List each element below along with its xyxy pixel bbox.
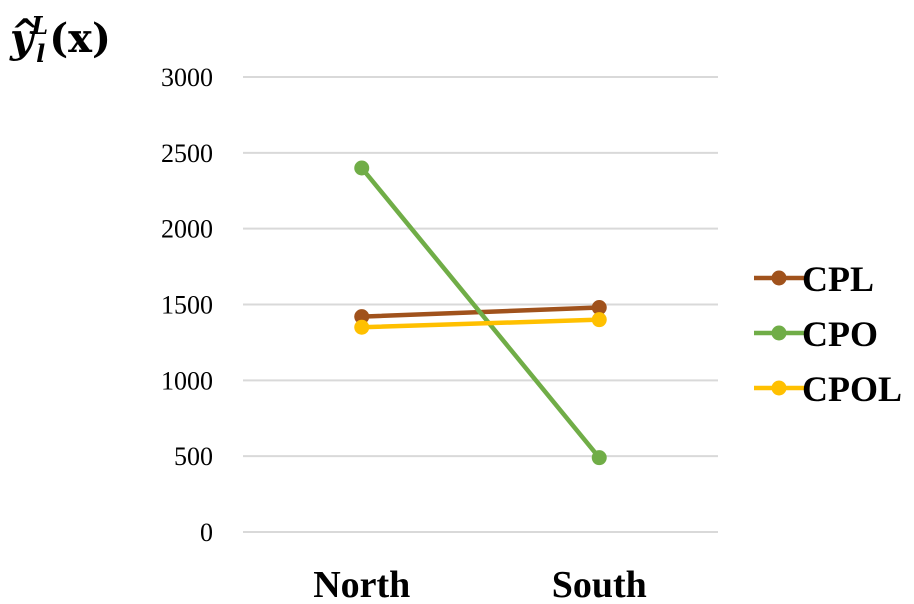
y-axis-title-hat: ^ [11,12,40,52]
y-axis-title-base: ^ y [10,15,40,59]
legend-marker-cpol [771,380,787,396]
y-tick-label-2000: 2000 [161,215,213,244]
legend-marker-cpo [771,325,787,341]
legend: CPL CPO CPOL [754,259,902,409]
y-tick-label-1500: 1500 [161,291,213,320]
series-group [354,160,607,466]
y-tick-label-500: 500 [174,442,213,471]
y-tick-label-2500: 2500 [161,139,213,168]
legend-item-cpl: CPL [754,259,874,299]
series-cpo [354,160,607,466]
y-axis-title-superscript: L [31,11,49,40]
data-point-cpo-north [354,160,370,176]
data-point-cpol-south [591,312,607,328]
y-axis-title-subscript: l [36,39,46,68]
y-tick-label-1000: 1000 [161,366,213,395]
legend-marker-cpl [771,270,787,286]
series-line-cpo [359,165,602,460]
legend-label-cpo: CPO [802,314,878,354]
legend-item-cpol: CPOL [754,369,902,409]
legend-label-cpl: CPL [802,259,874,299]
data-point-cpo-south [591,450,607,466]
x-tick-label-north: North [313,564,410,604]
y-axis-ticks: 0 500 1000 1500 2000 2500 3000 [161,63,213,547]
y-axis-title-argument: (x) [49,15,111,62]
legend-item-cpo: CPO [754,314,878,354]
y-tick-label-3000: 3000 [161,63,213,92]
series-line-cpol [359,317,602,330]
legend-label-cpol: CPOL [802,369,902,409]
series-cpol [354,312,607,335]
data-point-cpol-north [354,319,370,335]
y-axis-title: ^ y Ll (x) [10,14,111,66]
data-point-cpl-north [354,309,370,325]
x-axis-ticks: North South [313,564,647,604]
y-axis-title-letter: y [10,15,34,62]
gridlines [243,76,718,533]
data-point-cpl-south [591,300,607,316]
x-tick-label-south: South [552,564,647,604]
y-tick-label-0: 0 [200,518,213,547]
